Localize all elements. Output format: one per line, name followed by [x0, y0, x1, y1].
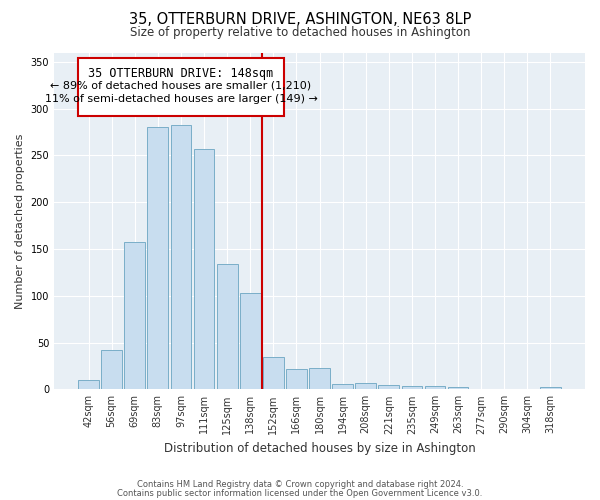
FancyBboxPatch shape [78, 58, 284, 116]
Bar [355, 383, 376, 390]
Y-axis label: Number of detached properties: Number of detached properties [15, 133, 25, 308]
Bar [286, 368, 307, 390]
Bar [448, 388, 469, 390]
Text: Size of property relative to detached houses in Ashington: Size of property relative to detached ho… [130, 26, 470, 39]
Bar [101, 350, 122, 390]
Bar [240, 293, 260, 390]
Text: 35, OTTERBURN DRIVE, ASHINGTON, NE63 8LP: 35, OTTERBURN DRIVE, ASHINGTON, NE63 8LP [129, 12, 471, 28]
Text: Contains public sector information licensed under the Open Government Licence v3: Contains public sector information licen… [118, 489, 482, 498]
Bar [425, 386, 445, 390]
Text: Contains HM Land Registry data © Crown copyright and database right 2024.: Contains HM Land Registry data © Crown c… [137, 480, 463, 489]
Bar [194, 149, 214, 390]
Bar [332, 384, 353, 390]
Text: ← 89% of detached houses are smaller (1,210): ← 89% of detached houses are smaller (1,… [50, 80, 311, 90]
Text: 35 OTTERBURN DRIVE: 148sqm: 35 OTTERBURN DRIVE: 148sqm [88, 66, 274, 80]
Bar [78, 380, 99, 390]
Bar [263, 356, 284, 390]
X-axis label: Distribution of detached houses by size in Ashington: Distribution of detached houses by size … [164, 442, 475, 455]
Bar [309, 368, 330, 390]
Bar [170, 126, 191, 390]
Bar [401, 386, 422, 390]
Bar [540, 388, 561, 390]
Bar [124, 242, 145, 390]
Bar [217, 264, 238, 390]
Bar [379, 384, 399, 390]
Text: 11% of semi-detached houses are larger (149) →: 11% of semi-detached houses are larger (… [44, 94, 317, 104]
Bar [148, 128, 168, 390]
